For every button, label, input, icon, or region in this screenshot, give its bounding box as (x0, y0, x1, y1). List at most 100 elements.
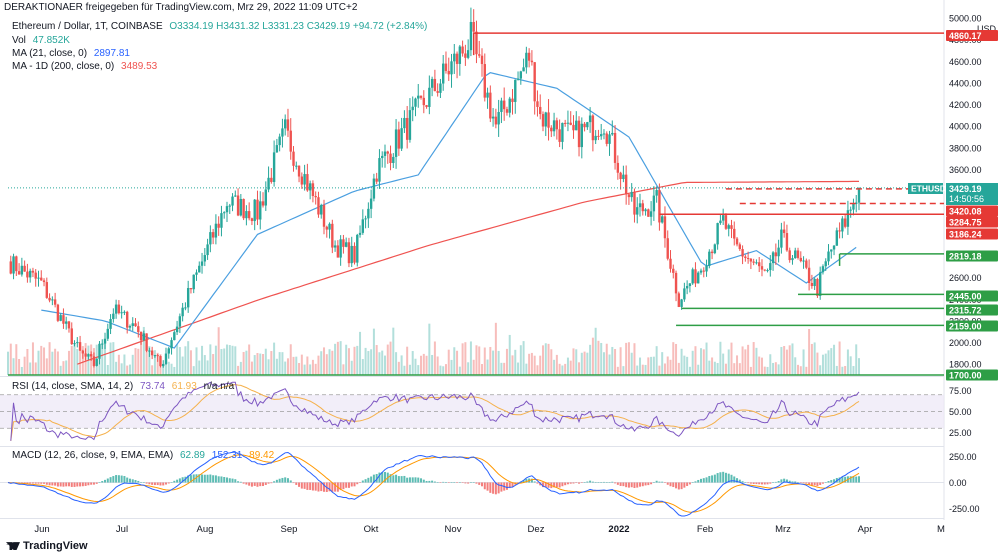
volume-bar (833, 344, 836, 375)
candle (780, 222, 783, 254)
volume-bar (835, 365, 838, 375)
candle (40, 270, 43, 281)
volume-bar (544, 343, 547, 375)
macd-tick: 250.00 (949, 452, 977, 462)
candle-body (281, 128, 284, 137)
candle-body (142, 333, 146, 341)
candle-body (505, 109, 509, 113)
volume-bar (566, 357, 569, 375)
volume-bar (123, 354, 126, 375)
candle (189, 288, 193, 294)
candle (558, 119, 561, 148)
macd-tick: -250.00 (949, 504, 980, 514)
candle-body (209, 232, 212, 245)
candle-body (358, 232, 362, 235)
macd-hist-bar (627, 482, 630, 488)
macd-hist-bar (558, 482, 561, 488)
candle (763, 269, 766, 272)
candle (317, 191, 320, 218)
candle (272, 140, 276, 187)
candle-body (525, 52, 528, 68)
volume-bar (431, 354, 434, 375)
candle (150, 346, 154, 360)
macd-hist-bar (81, 482, 84, 487)
time-tick: Jul (116, 524, 128, 535)
volume-bar (500, 362, 503, 375)
candle-body (439, 83, 442, 93)
macd-hist-bar (517, 482, 520, 483)
volume-bar (295, 356, 298, 375)
macd-hist-bar (636, 482, 639, 488)
candle-body (436, 91, 439, 93)
volume-bar (165, 357, 168, 375)
macd-hist-bar (813, 482, 816, 486)
candle-body (794, 250, 797, 259)
macd-hist-bar (824, 482, 827, 483)
volume-bar (683, 355, 686, 375)
volume-bar (134, 348, 137, 375)
candle (98, 341, 101, 365)
candle-body (333, 245, 337, 248)
candle (430, 76, 434, 97)
candle-body (780, 229, 783, 248)
candle-body (533, 62, 536, 102)
candle-body (300, 176, 304, 185)
macd-hist-bar (852, 476, 855, 483)
volume-bar (51, 351, 54, 375)
candle-body (178, 316, 182, 327)
volume-bar (794, 357, 797, 375)
volume-bar (724, 363, 727, 375)
candle (433, 69, 437, 92)
price-tick: 3800.00 (949, 143, 982, 153)
candle-body (383, 151, 387, 156)
volume-bar (733, 363, 736, 375)
volume-bar (353, 346, 356, 375)
candle-body (356, 234, 359, 263)
symbol-badge (908, 183, 943, 194)
macd-hist-bar (289, 480, 292, 483)
macd-hist-bar (73, 482, 76, 487)
candle-body (109, 319, 112, 329)
price-tick: 1800.00 (949, 360, 982, 370)
candle-body (600, 134, 603, 137)
candle (624, 165, 628, 205)
macd-hist-bar (178, 478, 181, 483)
volume-bar (799, 366, 802, 375)
candle (311, 180, 315, 203)
candle (782, 221, 786, 238)
candle (647, 208, 650, 217)
candle (633, 188, 636, 223)
macd-hist-value: 62.89 (179, 450, 205, 461)
candle-body (283, 119, 287, 129)
time-tick: Sep (281, 524, 298, 535)
candle-body (303, 174, 306, 185)
macd-hist-bar (214, 475, 217, 483)
candle (697, 271, 700, 284)
candle-body (541, 114, 545, 127)
macd-hist-bar (245, 482, 248, 485)
candle (297, 165, 301, 183)
candle (295, 161, 298, 170)
macd-hist-bar (511, 482, 514, 487)
candle (328, 222, 331, 239)
volume-bar (203, 355, 206, 375)
candle (733, 221, 736, 246)
volume-bar (503, 362, 506, 375)
macd-hist-bar (497, 482, 500, 494)
macd-hist-bar (522, 480, 525, 483)
macd-hist-bar (109, 477, 112, 483)
macd-hist-bar (248, 482, 251, 486)
candle (173, 330, 176, 341)
volume-bar (408, 364, 411, 375)
candle-body (763, 269, 766, 271)
macd-hist-bar (414, 477, 417, 483)
candle-body (422, 97, 425, 106)
candle-body (15, 256, 18, 272)
candle-body (236, 195, 240, 216)
candle-body (444, 63, 448, 71)
candle (214, 214, 218, 245)
macd-hist-bar (370, 476, 373, 483)
candle-body (314, 195, 317, 198)
macd-hist-bar (486, 482, 489, 491)
